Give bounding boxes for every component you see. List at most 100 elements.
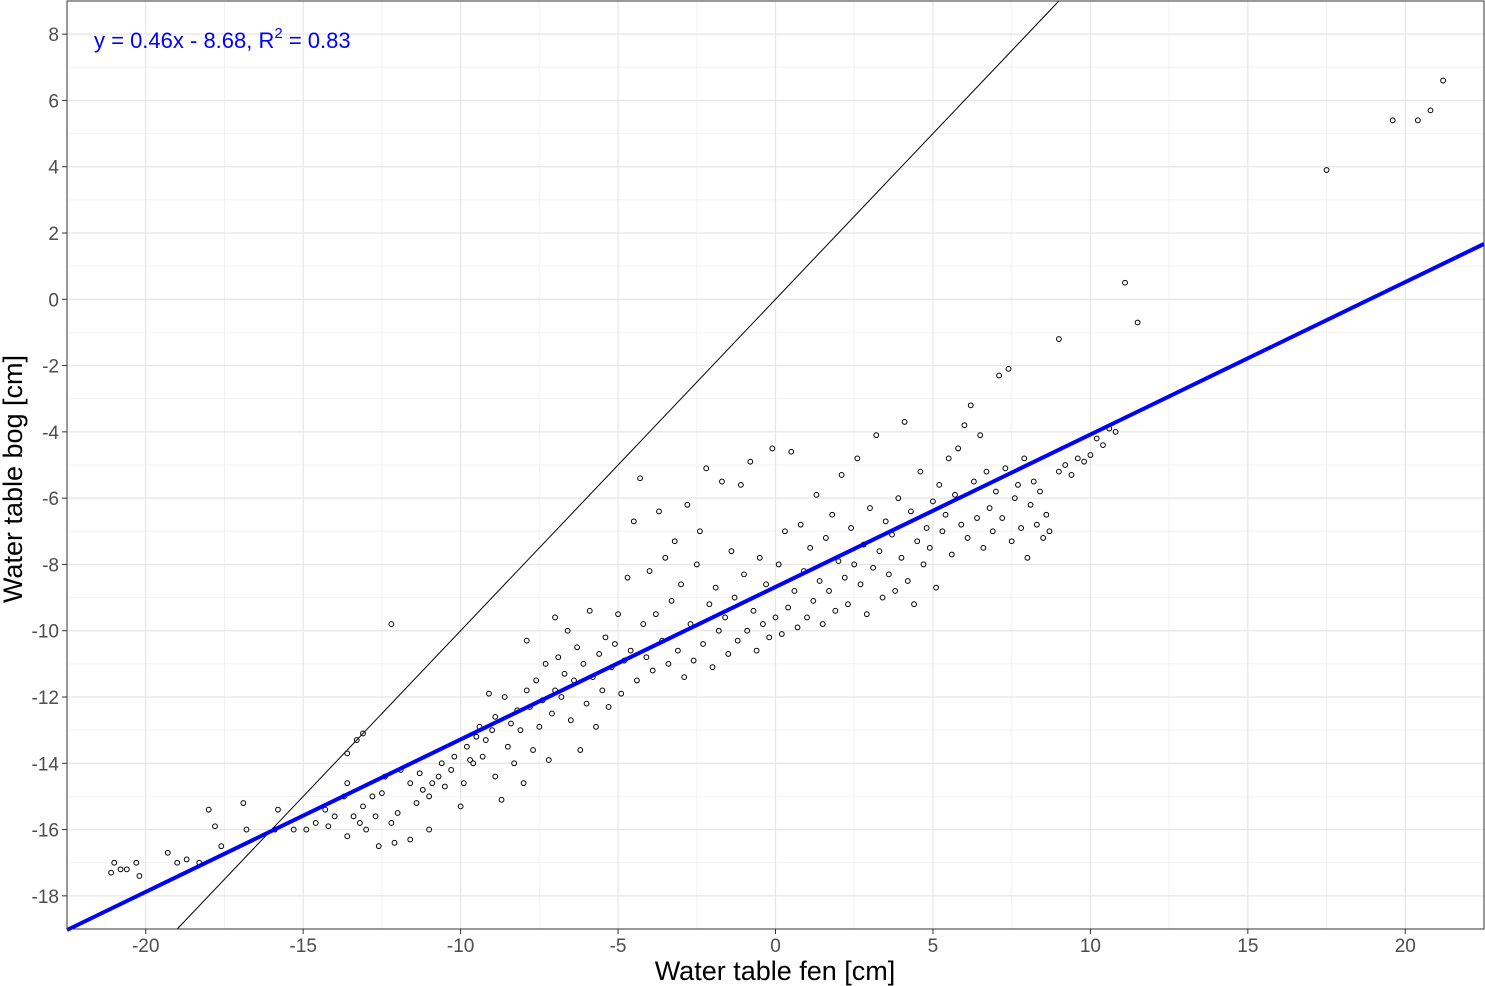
data-point xyxy=(369,793,376,800)
data-point xyxy=(429,780,436,787)
data-point xyxy=(136,873,143,879)
equation-prefix: y = 0.46x - 8.68, R xyxy=(94,28,274,53)
data-point xyxy=(508,720,514,727)
data-point xyxy=(580,660,587,667)
data-point xyxy=(1389,117,1396,124)
data-point xyxy=(678,581,684,588)
data-point xyxy=(816,578,823,584)
data-point xyxy=(363,826,370,833)
data-point xyxy=(605,704,612,710)
data-point xyxy=(630,518,637,525)
data-point xyxy=(520,780,527,787)
data-point xyxy=(133,859,140,866)
data-point xyxy=(331,813,338,820)
data-point xyxy=(703,465,710,472)
data-point xyxy=(863,611,870,618)
data-point xyxy=(360,730,366,737)
data-point xyxy=(1021,455,1028,462)
data-point xyxy=(948,551,955,558)
data-point xyxy=(1068,472,1075,478)
x-tick-label: -15 xyxy=(289,936,316,957)
major-gridlines xyxy=(67,1,1484,929)
data-point xyxy=(958,521,965,528)
data-point xyxy=(719,478,725,485)
data-point xyxy=(999,515,1006,521)
data-point xyxy=(1414,117,1421,124)
y-axis-ticks: -18 -16 -14 -12 -10 -8 -6 -4 -2 0 2 4 6 8 xyxy=(32,25,67,908)
data-point xyxy=(1440,77,1446,84)
data-point xyxy=(854,455,861,462)
data-point xyxy=(322,806,329,813)
data-point xyxy=(416,770,423,777)
data-point xyxy=(564,627,571,634)
y-tick-label: 8 xyxy=(48,25,59,46)
data-point xyxy=(838,472,845,478)
data-point xyxy=(388,820,395,826)
data-point xyxy=(542,660,549,667)
data-point xyxy=(873,432,880,439)
data-point xyxy=(1122,279,1128,286)
data-point xyxy=(652,611,659,618)
data-point xyxy=(775,561,782,568)
data-point xyxy=(419,786,426,793)
data-point xyxy=(164,849,171,856)
y-tick-label: -14 xyxy=(32,754,60,775)
data-point xyxy=(1427,107,1434,114)
data-point xyxy=(1056,336,1062,342)
data-point xyxy=(511,760,518,767)
data-point xyxy=(983,468,990,475)
data-point xyxy=(841,574,848,581)
data-point xyxy=(715,627,722,634)
data-point xyxy=(470,760,477,767)
y-tick-label: 0 xyxy=(48,290,59,311)
data-point xyxy=(549,710,555,717)
data-point xyxy=(117,866,124,873)
data-point xyxy=(448,767,455,773)
data-point xyxy=(788,448,795,455)
data-point xyxy=(908,508,914,515)
data-point xyxy=(615,611,621,618)
data-point xyxy=(722,614,729,621)
data-point xyxy=(741,571,747,578)
data-point xyxy=(583,700,590,707)
data-point xyxy=(964,535,971,541)
data-point xyxy=(763,581,769,588)
data-point xyxy=(637,475,643,482)
equation-superscript: 2 xyxy=(274,25,282,42)
data-point xyxy=(111,859,118,866)
data-point xyxy=(344,750,351,757)
data-point xyxy=(536,723,543,730)
data-point xyxy=(926,544,933,551)
data-point xyxy=(552,614,558,621)
data-point xyxy=(832,607,839,614)
data-point xyxy=(662,554,669,561)
data-point xyxy=(766,634,773,641)
data-point xyxy=(778,631,785,637)
regression-equation: y = 0.46x - 8.68, R2 = 0.83 xyxy=(94,25,351,53)
data-point xyxy=(574,644,581,651)
data-point xyxy=(212,823,218,830)
data-point xyxy=(555,654,562,661)
equation-suffix: = 0.83 xyxy=(283,28,351,53)
data-point xyxy=(876,548,883,555)
data-point xyxy=(501,694,508,700)
data-point xyxy=(996,372,1002,379)
data-point xyxy=(671,538,678,545)
y-axis-title: Water table bog [cm] xyxy=(0,355,28,603)
data-point xyxy=(451,753,458,760)
data-point xyxy=(492,773,499,780)
data-point xyxy=(895,495,902,502)
data-point xyxy=(1046,528,1053,535)
data-point xyxy=(350,813,357,820)
data-point xyxy=(545,757,552,763)
data-point xyxy=(561,670,568,677)
data-point xyxy=(914,538,921,545)
data-point xyxy=(464,743,470,750)
data-point xyxy=(974,515,980,521)
data-point xyxy=(492,713,499,720)
data-point xyxy=(394,810,401,816)
data-point xyxy=(810,597,817,604)
data-point xyxy=(205,806,212,813)
data-point xyxy=(312,820,319,826)
